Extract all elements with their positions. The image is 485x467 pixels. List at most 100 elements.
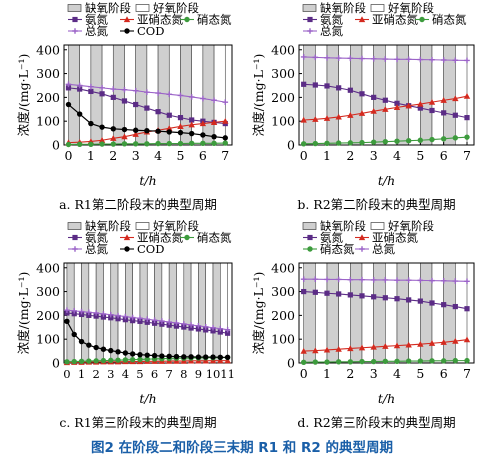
data-point-tn <box>86 309 92 316</box>
legend-marker-tn <box>72 246 78 252</box>
y-axis-label: 浓度/(mg·L⁻¹) <box>16 54 31 137</box>
data-point-ammonia <box>210 328 216 334</box>
data-point-cod <box>88 120 94 127</box>
data-point-tn <box>177 92 184 99</box>
aerobic-phase-bar <box>190 262 199 364</box>
data-point-ammonia <box>312 289 318 295</box>
data-point-ammonia <box>130 318 136 324</box>
data-point-tn <box>405 56 412 63</box>
data-point-nitrate <box>359 139 365 146</box>
legend-marker-ammonia <box>307 234 313 241</box>
data-point-nitrate <box>359 358 365 365</box>
anoxic-phase-bar <box>198 262 207 364</box>
legend-item-ammonia: 氨氮 <box>68 13 108 27</box>
data-point-tn <box>324 276 330 283</box>
data-point-nitrate <box>405 358 412 364</box>
data-point-cod <box>151 352 158 359</box>
x-tick-label: 7 <box>221 148 229 163</box>
x-tick-label: 2 <box>346 366 354 381</box>
y-tick-label: 200 <box>271 308 295 323</box>
data-point-tn <box>115 312 121 319</box>
data-point-nitrate <box>177 140 184 147</box>
data-point-nitrate <box>64 359 70 365</box>
x-tick-label: 6 <box>151 367 158 381</box>
data-point-nitrate <box>347 359 354 365</box>
data-point-cod <box>211 133 217 140</box>
legend-marker-nitrate <box>307 246 313 252</box>
legend-marker-ammonia <box>72 234 78 241</box>
data-point-tn <box>159 318 165 324</box>
series-nitrate <box>300 134 470 147</box>
data-point-ammonia <box>429 107 435 114</box>
legend-item-ammonia: 氨氮 <box>303 13 343 27</box>
x-tick-label: 3 <box>107 367 114 381</box>
legend-swatch-anoxic <box>67 4 82 12</box>
data-point-tn <box>88 83 94 90</box>
legend-label-cod: COD <box>137 242 164 256</box>
series-tn <box>300 276 470 285</box>
anoxic-phase-bar <box>396 44 409 146</box>
y-tick-label: 100 <box>271 114 295 129</box>
data-point-tn <box>78 308 85 315</box>
data-point-nitrate <box>99 141 105 147</box>
data-point-tn <box>132 87 139 94</box>
y-tick-label: 200 <box>36 90 60 105</box>
data-point-nitrate <box>188 140 195 147</box>
data-point-cod <box>137 351 143 358</box>
series-tn <box>65 81 229 105</box>
x-tick-label: 6 <box>440 366 448 381</box>
data-point-nitrite <box>224 357 231 364</box>
data-point-nitrate <box>144 141 150 147</box>
data-point-ammonia <box>217 329 223 335</box>
data-point-nitrite <box>405 102 412 109</box>
data-point-nitrate <box>76 141 83 147</box>
data-point-cod <box>224 354 231 360</box>
legend-marker-tn <box>307 28 313 34</box>
x-tick-label: 11 <box>220 367 235 381</box>
series-tn <box>300 54 470 64</box>
data-point-tn <box>417 56 424 63</box>
series-ammonia <box>301 288 470 312</box>
aerobic-phase-bar <box>338 262 351 364</box>
data-point-ammonia <box>86 312 92 318</box>
data-point-tn <box>224 326 231 333</box>
anoxic-phase-bar <box>303 262 316 364</box>
panel-caption: d. R2第三阶段末的典型周期 <box>297 415 455 430</box>
data-point-nitrate <box>65 141 72 148</box>
data-point-nitrate <box>440 358 447 364</box>
data-point-tn <box>300 276 307 282</box>
legend-item-nitrite: 亚硝态氮 <box>120 13 183 27</box>
x-tick-label: 7 <box>166 367 173 381</box>
y-tick-label: 300 <box>271 284 295 299</box>
data-point-ammonia <box>108 315 114 321</box>
data-point-ammonia <box>155 109 161 115</box>
data-point-tn <box>144 89 150 95</box>
data-point-nitrate <box>110 141 116 147</box>
data-point-tn <box>394 277 400 283</box>
x-axis-label: t/h <box>378 173 395 188</box>
anoxic-phase-bar <box>202 44 215 146</box>
data-point-nitrate <box>122 357 129 363</box>
anoxic-phase-bar <box>212 262 221 364</box>
data-point-ammonia <box>77 86 83 92</box>
data-point-tn <box>440 278 447 284</box>
data-point-ammonia <box>359 293 365 299</box>
legend-item-tn: 总氮 <box>68 242 108 256</box>
aerobic-phase-bar <box>385 44 398 146</box>
x-tick-label: 8 <box>180 367 187 381</box>
legend-marker-nitrate <box>184 16 190 23</box>
data-point-ammonia <box>371 94 377 100</box>
legend-label-anoxic: 缺氧阶段 <box>320 1 366 15</box>
data-point-ammonia <box>71 311 77 317</box>
data-point-cod <box>108 347 114 354</box>
legend-marker-nitrate <box>419 16 425 23</box>
data-point-nitrate <box>300 141 307 147</box>
data-point-tn <box>217 325 224 332</box>
data-point-ammonia <box>195 326 201 332</box>
data-point-nitrite <box>177 123 184 130</box>
data-point-ammonia <box>93 313 99 319</box>
data-point-cod <box>86 342 92 348</box>
data-point-nitrate <box>464 357 470 364</box>
data-point-cod <box>195 354 202 360</box>
anoxic-phase-bar <box>139 262 148 364</box>
